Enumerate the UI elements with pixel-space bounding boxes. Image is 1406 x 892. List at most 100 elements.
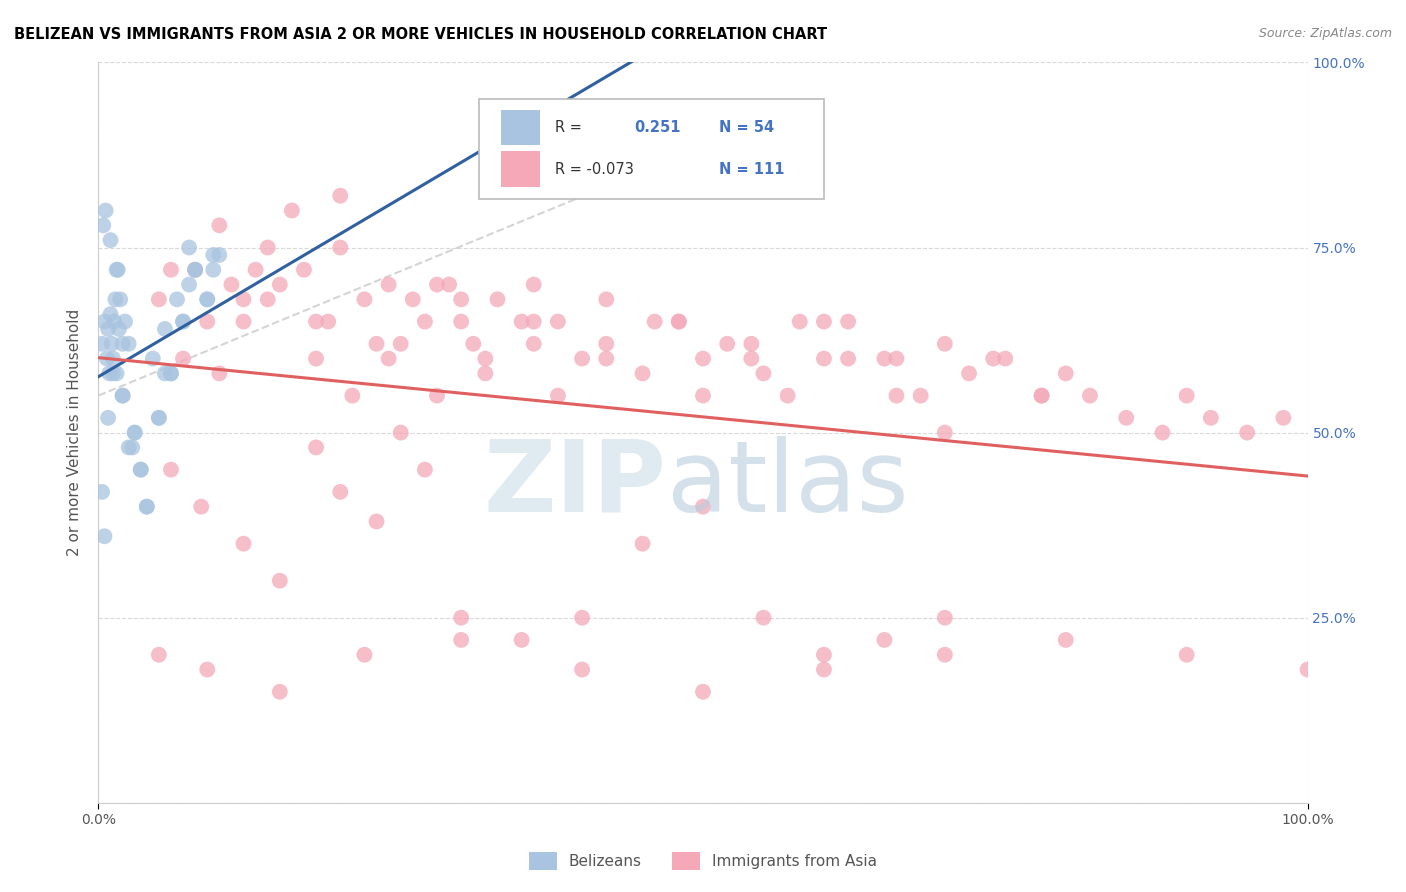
Point	[1115, 410, 1137, 425]
Point	[108, 322, 131, 336]
Point	[523, 277, 546, 292]
Legend: Belizeans, Immigrants from Asia: Belizeans, Immigrants from Asia	[523, 846, 883, 877]
Point	[474, 351, 496, 366]
Point	[426, 388, 449, 402]
Point	[837, 314, 859, 328]
Point	[644, 314, 666, 328]
Point	[118, 441, 141, 455]
Point	[269, 574, 291, 588]
Text: BELIZEAN VS IMMIGRANTS FROM ASIA 2 OR MORE VEHICLES IN HOUSEHOLD CORRELATION CHA: BELIZEAN VS IMMIGRANTS FROM ASIA 2 OR MO…	[14, 27, 827, 42]
Point	[910, 388, 932, 402]
Point	[97, 410, 120, 425]
Point	[142, 351, 165, 366]
Point	[571, 663, 593, 677]
Point	[208, 248, 231, 262]
Point	[571, 351, 593, 366]
Point	[124, 425, 146, 440]
Point	[981, 351, 1004, 366]
Point	[1199, 410, 1222, 425]
Point	[366, 515, 388, 529]
Point	[595, 351, 617, 366]
Point	[571, 610, 593, 624]
Point	[934, 648, 956, 662]
Point	[179, 277, 201, 292]
Text: N = 54: N = 54	[718, 120, 773, 135]
Point	[776, 388, 799, 402]
Point	[202, 248, 225, 262]
Point	[135, 500, 157, 514]
Point	[740, 351, 762, 366]
Point	[101, 351, 124, 366]
Point	[957, 367, 980, 381]
Point	[523, 336, 546, 351]
Point	[1031, 388, 1053, 402]
Point	[104, 293, 127, 307]
Point	[366, 336, 388, 351]
Point	[91, 484, 114, 499]
Point	[91, 336, 114, 351]
Point	[114, 314, 136, 328]
Point	[413, 462, 436, 476]
Point	[148, 648, 170, 662]
Y-axis label: 2 or more Vehicles in Household: 2 or more Vehicles in Household	[67, 309, 83, 557]
Point	[437, 277, 460, 292]
Point	[153, 322, 176, 336]
Point	[1152, 425, 1174, 440]
Point	[105, 262, 128, 277]
Point	[160, 262, 183, 277]
Point	[595, 336, 617, 351]
FancyBboxPatch shape	[479, 99, 824, 200]
Point	[316, 314, 339, 328]
Point	[740, 336, 762, 351]
Point	[148, 410, 170, 425]
Point	[1078, 388, 1101, 402]
Point	[450, 293, 472, 307]
Point	[172, 314, 194, 328]
Point	[1236, 425, 1258, 440]
Point	[195, 293, 218, 307]
Point	[668, 314, 690, 328]
Point	[547, 314, 569, 328]
Point	[631, 367, 654, 381]
Point	[813, 663, 835, 677]
Point	[329, 240, 352, 255]
Point	[813, 648, 835, 662]
Point	[886, 388, 908, 402]
Point	[111, 336, 134, 351]
Point	[510, 314, 533, 328]
Point	[994, 351, 1017, 366]
Text: R =: R =	[555, 120, 582, 135]
Point	[153, 367, 176, 381]
Point	[413, 314, 436, 328]
Point	[108, 293, 131, 307]
Point	[184, 262, 207, 277]
Point	[813, 314, 835, 328]
FancyBboxPatch shape	[501, 152, 540, 186]
Point	[91, 219, 114, 233]
Text: Source: ZipAtlas.com: Source: ZipAtlas.com	[1258, 27, 1392, 40]
Point	[129, 462, 152, 476]
Point	[172, 314, 194, 328]
Point	[934, 610, 956, 624]
Point	[873, 632, 896, 647]
Point	[269, 685, 291, 699]
Point	[202, 262, 225, 277]
Point	[450, 314, 472, 328]
Point	[195, 293, 218, 307]
Point	[121, 441, 143, 455]
Point	[342, 388, 364, 402]
Point	[426, 277, 449, 292]
Point	[100, 336, 122, 351]
Point	[547, 388, 569, 402]
Point	[256, 293, 278, 307]
Point	[190, 500, 212, 514]
Point	[595, 293, 617, 307]
Point	[450, 632, 472, 647]
Point	[160, 462, 183, 476]
Point	[96, 351, 118, 366]
Point	[93, 529, 115, 543]
Point	[148, 293, 170, 307]
Point	[256, 240, 278, 255]
Point	[873, 351, 896, 366]
Point	[353, 648, 375, 662]
